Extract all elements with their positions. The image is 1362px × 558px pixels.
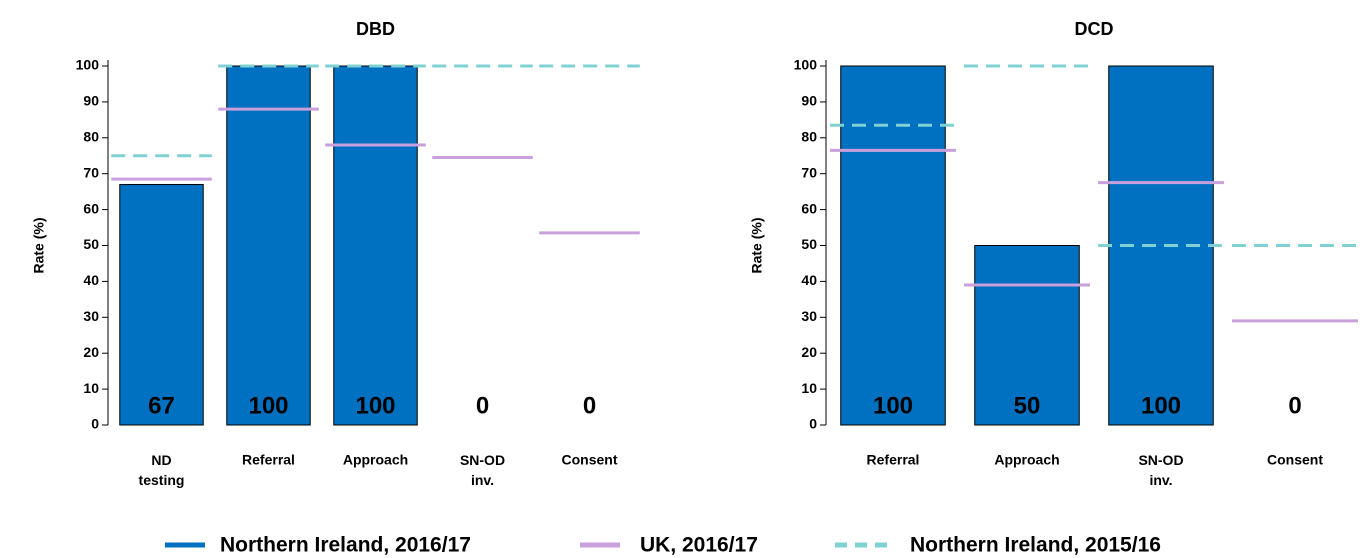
- bar: [226, 65, 311, 426]
- chart-title: DBD: [356, 19, 395, 39]
- value-label: 0: [476, 392, 489, 419]
- legend-label: Northern Ireland, 2015/16: [910, 534, 1161, 557]
- x-tick-label: SN-OD inv.: [1138, 452, 1183, 488]
- y-tick-label: 60: [801, 200, 817, 216]
- y-tick-label: 50: [83, 236, 99, 252]
- y-tick-label: 40: [83, 272, 99, 288]
- value-label: 100: [873, 392, 913, 419]
- y-tick-label: 20: [801, 344, 817, 360]
- x-tick-label: Referral: [242, 452, 295, 468]
- y-tick-label: 80: [801, 129, 817, 145]
- y-tick-label: 50: [801, 236, 817, 252]
- y-tick-label: 40: [801, 272, 817, 288]
- y-tick-label: 100: [794, 57, 818, 73]
- y-tick-label: 0: [809, 416, 817, 432]
- value-label: 100: [1141, 392, 1181, 419]
- y-axis-label: Rate (%): [31, 217, 47, 273]
- bar: [333, 65, 418, 426]
- bar: [974, 245, 1080, 426]
- bar: [840, 65, 946, 426]
- y-tick-label: 70: [801, 164, 817, 180]
- legend-label: UK, 2016/17: [640, 534, 758, 557]
- y-tick-label: 30: [83, 308, 99, 324]
- value-label: 50: [1014, 392, 1041, 419]
- value-label: 0: [583, 392, 596, 419]
- value-label: 67: [148, 392, 175, 419]
- x-tick-label: Approach: [343, 452, 408, 468]
- value-label: 100: [248, 392, 288, 419]
- value-label: 0: [1288, 392, 1301, 419]
- y-tick-label: 10: [83, 380, 99, 396]
- y-tick-label: 60: [83, 200, 99, 216]
- bar: [119, 183, 204, 426]
- y-tick-label: 30: [801, 308, 817, 324]
- legend-label: Northern Ireland, 2016/17: [220, 534, 471, 557]
- x-tick-label: ND testing: [139, 452, 185, 488]
- y-tick-label: 90: [801, 93, 817, 109]
- x-tick-label: Approach: [994, 452, 1059, 468]
- x-tick-label: Consent: [562, 452, 618, 468]
- x-tick-label: Referral: [867, 452, 920, 468]
- y-tick-label: 90: [83, 93, 99, 109]
- y-axis-label: Rate (%): [749, 217, 765, 273]
- y-tick-label: 10: [801, 380, 817, 396]
- y-tick-label: 80: [83, 129, 99, 145]
- chart-title: DCD: [1075, 19, 1114, 39]
- value-label: 100: [355, 392, 395, 419]
- x-tick-label: SN-OD inv.: [460, 452, 505, 488]
- y-tick-label: 20: [83, 344, 99, 360]
- y-tick-label: 70: [83, 164, 99, 180]
- y-tick-label: 100: [76, 57, 100, 73]
- x-tick-label: Consent: [1267, 452, 1323, 468]
- y-tick-label: 0: [91, 416, 99, 432]
